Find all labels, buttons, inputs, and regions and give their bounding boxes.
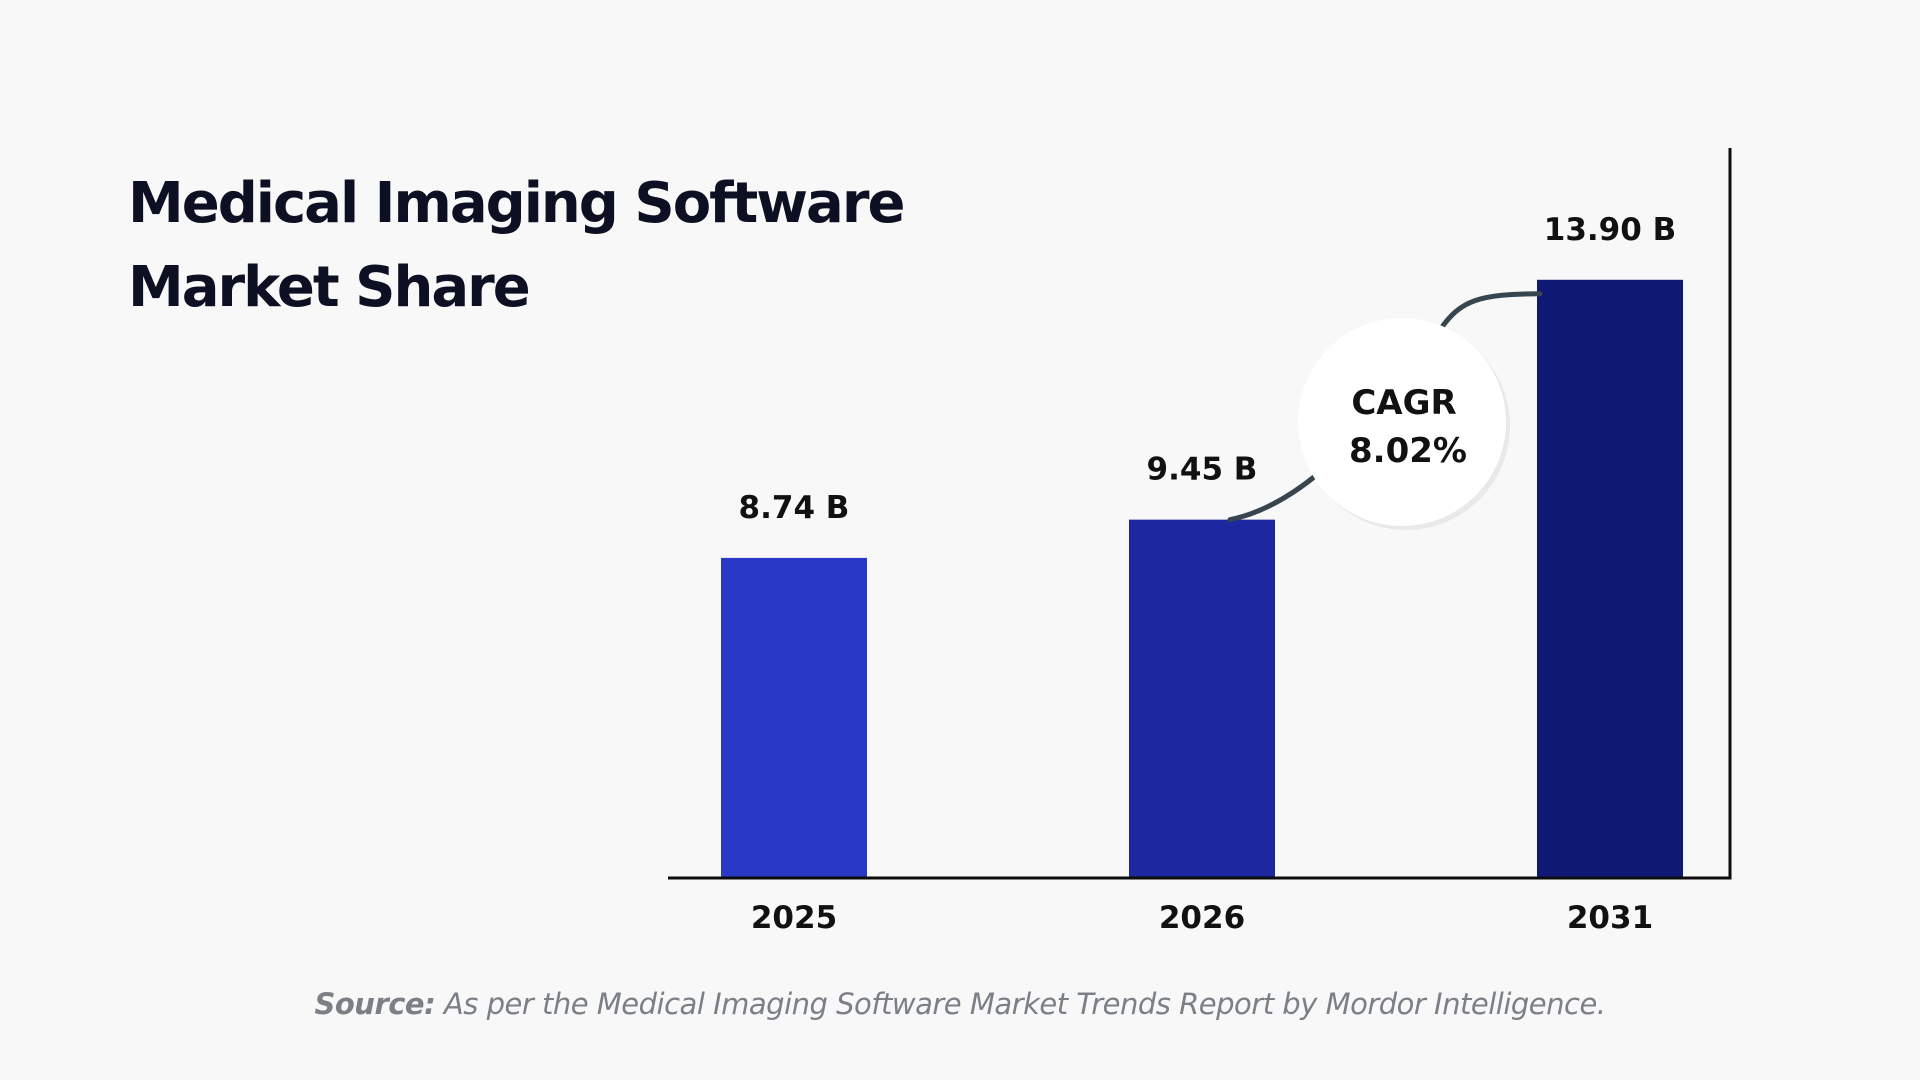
cagr-badge <box>1298 318 1506 526</box>
chart-title: Medical Imaging Software Market Share <box>128 162 948 330</box>
bar-2031 <box>1537 279 1683 878</box>
bar-value-label-2026: 9.45 B <box>1147 452 1258 488</box>
x-tick-label-2031: 2031 <box>1567 900 1653 936</box>
bar-2026 <box>1129 519 1275 878</box>
source-text: As per the Medical Imaging Software Mark… <box>435 987 1606 1021</box>
cagr-badge-value: 8.02% <box>1349 431 1467 471</box>
cagr-badge-label: CAGR <box>1351 383 1456 423</box>
source-note: Source: As per the Medical Imaging Softw… <box>0 987 1920 1021</box>
bar-value-label-2031: 13.90 B <box>1544 212 1676 248</box>
bar-value-label-2025: 8.74 B <box>739 490 850 526</box>
source-label: Source: <box>314 987 436 1021</box>
x-tick-label-2026: 2026 <box>1159 900 1245 936</box>
chart-title-line-2: Market Share <box>128 255 531 320</box>
bar-2025 <box>721 557 867 878</box>
chart-title-line-1: Medical Imaging Software <box>128 171 905 236</box>
x-tick-label-2025: 2025 <box>751 900 837 936</box>
